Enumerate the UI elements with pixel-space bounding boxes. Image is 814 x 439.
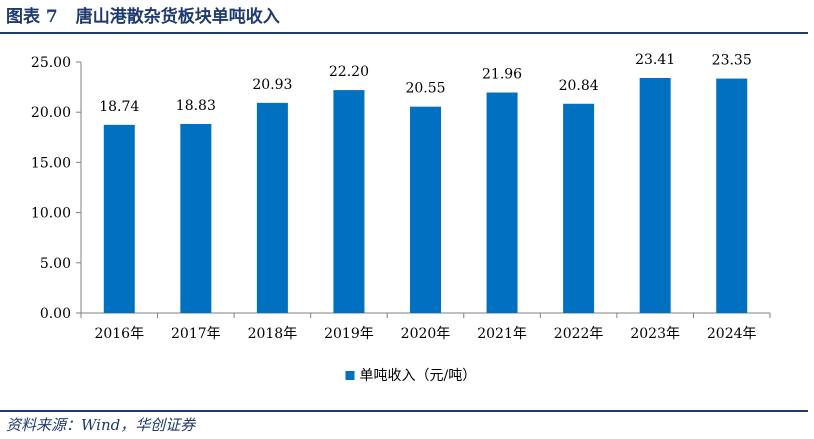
x-tick-label: 2023年 <box>630 326 680 342</box>
data-label: 20.55 <box>405 81 445 97</box>
data-label: 18.83 <box>176 98 216 114</box>
bar <box>639 77 671 314</box>
x-tick-label: 2018年 <box>248 326 298 342</box>
bar <box>103 124 135 313</box>
data-label: 21.96 <box>482 67 522 83</box>
x-tick-label: 2020年 <box>401 326 451 342</box>
y-tick-label: 0.00 <box>40 306 71 322</box>
figure-title: 图表 7 唐山港散杂货板块单吨收入 <box>6 4 280 30</box>
x-tick-label: 2017年 <box>171 326 221 342</box>
title-rule <box>0 32 808 34</box>
bar <box>333 90 365 313</box>
x-tick-label: 2019年 <box>324 326 374 342</box>
data-label: 22.20 <box>329 64 369 80</box>
y-tick-label: 15.00 <box>31 155 71 171</box>
legend-swatch <box>345 371 355 380</box>
data-labels: 18.74 18.83 20.93 22.20 20.55 21.96 20.84 23.41… <box>99 52 752 115</box>
x-tick-label: 2021年 <box>477 326 527 342</box>
x-tick-label: 2022年 <box>554 326 604 342</box>
data-label: 20.84 <box>559 78 599 94</box>
data-label: 23.41 <box>635 52 675 68</box>
bar <box>180 123 212 313</box>
bar <box>486 92 518 313</box>
y-axis: 0.00 5.00 10.00 15.00 20.00 25.00 <box>31 55 82 322</box>
bar <box>563 103 595 313</box>
bar <box>256 102 288 314</box>
data-label: 20.93 <box>252 77 292 93</box>
legend: 单吨收入（元/吨） <box>345 368 477 384</box>
x-tick-label: 2016年 <box>94 326 144 342</box>
x-tick-label: 2024年 <box>707 326 757 342</box>
y-tick-label: 20.00 <box>31 105 71 121</box>
y-tick-label: 25.00 <box>31 55 71 71</box>
footer-rule <box>0 410 808 412</box>
chart-title: 唐山港散杂货板块单吨收入 <box>75 7 280 27</box>
y-tick-label: 10.00 <box>31 206 71 222</box>
bars <box>103 77 748 314</box>
bar <box>716 78 748 313</box>
bar <box>410 106 441 313</box>
x-axis: 2016年 2017年 2018年 2019年 2020年 2021年 2022年 2023年… <box>80 312 771 342</box>
legend-label: 单吨收入（元/吨） <box>360 368 477 384</box>
figure-number: 图表 7 <box>6 7 58 27</box>
y-tick-label: 5.00 <box>40 256 71 272</box>
data-label: 23.35 <box>712 53 752 69</box>
data-label: 18.74 <box>99 99 139 115</box>
source-note: 资料来源：Wind，华创证券 <box>6 416 196 434</box>
